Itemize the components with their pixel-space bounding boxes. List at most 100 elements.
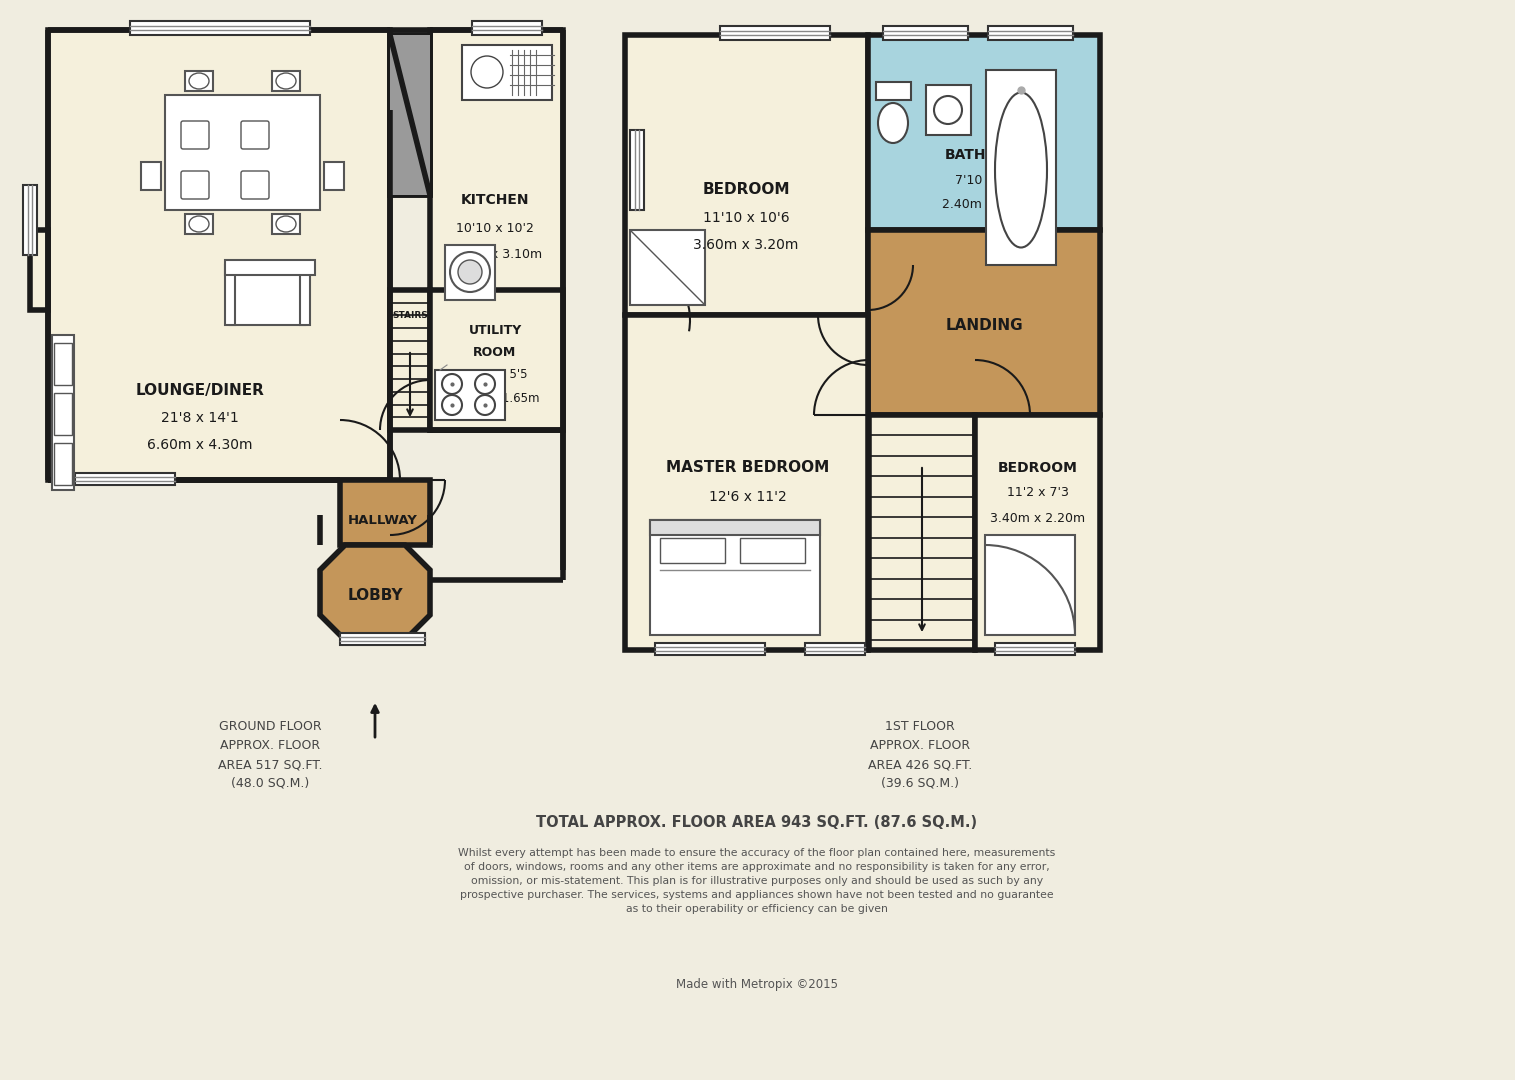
Bar xyxy=(473,21,542,35)
Text: BEDROOM: BEDROOM xyxy=(997,461,1077,475)
Bar xyxy=(804,643,865,654)
Bar xyxy=(720,26,830,40)
Bar xyxy=(76,473,176,485)
Ellipse shape xyxy=(995,93,1047,247)
Bar xyxy=(52,335,74,490)
Bar xyxy=(462,45,551,100)
Text: 3.60m x 3.20m: 3.60m x 3.20m xyxy=(694,238,798,252)
Text: 2.40m x 2.10m: 2.40m x 2.10m xyxy=(942,199,1038,212)
Bar xyxy=(141,162,161,190)
Circle shape xyxy=(450,252,489,292)
Bar xyxy=(55,443,73,485)
Bar xyxy=(300,265,311,325)
Text: 12'6 x 11'2: 12'6 x 11'2 xyxy=(709,490,786,504)
FancyBboxPatch shape xyxy=(241,121,270,149)
Bar xyxy=(273,71,300,91)
Bar xyxy=(165,95,320,210)
Text: BATHROOM: BATHROOM xyxy=(945,148,1035,162)
Bar xyxy=(883,26,968,40)
Text: 7'10 x 6'11: 7'10 x 6'11 xyxy=(954,174,1026,187)
Bar xyxy=(445,245,495,300)
Bar xyxy=(389,30,430,195)
Bar xyxy=(23,185,36,255)
Ellipse shape xyxy=(189,73,209,89)
Ellipse shape xyxy=(276,73,295,89)
Circle shape xyxy=(476,395,495,415)
Bar xyxy=(883,26,968,40)
Bar xyxy=(654,643,765,654)
Bar xyxy=(986,70,1056,265)
Bar xyxy=(230,265,305,325)
Text: 1ST FLOOR
APPROX. FLOOR
AREA 426 SQ.FT.
(39.6 SQ.M.): 1ST FLOOR APPROX. FLOOR AREA 426 SQ.FT. … xyxy=(868,720,973,789)
Bar xyxy=(430,291,564,430)
Text: LANDING: LANDING xyxy=(945,318,1023,333)
Bar xyxy=(739,538,804,563)
Circle shape xyxy=(476,374,495,394)
Text: ROOM: ROOM xyxy=(473,346,517,359)
Text: 10'10 x 5'5: 10'10 x 5'5 xyxy=(462,368,527,381)
Bar xyxy=(650,519,820,535)
Bar xyxy=(988,26,1073,40)
Bar xyxy=(339,633,426,645)
Bar xyxy=(630,130,644,210)
Polygon shape xyxy=(320,545,430,640)
Text: HALLWAY: HALLWAY xyxy=(348,513,418,526)
Bar xyxy=(650,519,820,635)
Circle shape xyxy=(458,260,482,284)
Text: GROUND FLOOR
APPROX. FLOOR
AREA 517 SQ.FT.
(48.0 SQ.M.): GROUND FLOOR APPROX. FLOOR AREA 517 SQ.F… xyxy=(218,720,323,789)
Bar xyxy=(226,260,315,275)
Bar xyxy=(273,214,300,234)
Circle shape xyxy=(442,395,462,415)
Polygon shape xyxy=(30,230,48,310)
Text: UTILITY: UTILITY xyxy=(468,324,521,337)
Bar xyxy=(389,35,430,165)
Text: MASTER BEDROOM: MASTER BEDROOM xyxy=(667,460,830,475)
Text: 6.60m x 4.30m: 6.60m x 4.30m xyxy=(147,438,253,453)
Text: 11'2 x 7'3: 11'2 x 7'3 xyxy=(1006,486,1068,499)
Text: Whilst every attempt has been made to ensure the accuracy of the floor plan cont: Whilst every attempt has been made to en… xyxy=(459,848,1056,914)
FancyBboxPatch shape xyxy=(241,171,270,199)
Circle shape xyxy=(471,56,503,87)
Bar xyxy=(389,291,430,430)
Bar xyxy=(339,633,426,645)
Text: 21'8 x 14'1: 21'8 x 14'1 xyxy=(161,411,239,426)
Bar xyxy=(23,185,36,255)
Text: 10'10 x 10'2: 10'10 x 10'2 xyxy=(456,221,533,234)
Bar xyxy=(868,230,1100,415)
Bar xyxy=(868,35,1100,230)
Polygon shape xyxy=(339,480,430,545)
Bar xyxy=(55,343,73,384)
Bar xyxy=(389,35,430,195)
Text: LOBBY: LOBBY xyxy=(347,589,403,604)
Bar xyxy=(55,393,73,435)
Text: 11'10 x 10'6: 11'10 x 10'6 xyxy=(703,211,789,225)
Bar xyxy=(630,230,704,305)
Bar xyxy=(324,162,344,190)
Bar xyxy=(435,370,504,420)
Text: TOTAL APPROX. FLOOR AREA 943 SQ.FT. (87.6 SQ.M.): TOTAL APPROX. FLOOR AREA 943 SQ.FT. (87.… xyxy=(536,815,977,831)
Bar xyxy=(988,26,1073,40)
FancyBboxPatch shape xyxy=(180,121,209,149)
Text: 3.30m x 1.65m: 3.30m x 1.65m xyxy=(450,391,539,405)
Text: 3.80m x 3.40m: 3.80m x 3.40m xyxy=(695,518,801,532)
Bar xyxy=(995,643,1076,654)
Bar xyxy=(976,415,1100,650)
Bar xyxy=(226,265,235,325)
Text: 3.40m x 2.20m: 3.40m x 2.20m xyxy=(989,512,1085,525)
Bar xyxy=(630,130,644,210)
Text: BEDROOM: BEDROOM xyxy=(703,183,789,198)
FancyBboxPatch shape xyxy=(180,171,209,199)
Ellipse shape xyxy=(879,103,907,143)
Text: STAIRS: STAIRS xyxy=(392,311,427,320)
Bar xyxy=(76,473,176,485)
Ellipse shape xyxy=(189,216,209,232)
Bar xyxy=(661,538,726,563)
Circle shape xyxy=(935,96,962,124)
Polygon shape xyxy=(48,30,389,480)
Bar xyxy=(185,214,214,234)
Bar xyxy=(626,35,868,315)
Bar xyxy=(804,643,865,654)
Polygon shape xyxy=(430,30,564,430)
Text: Made with Metropix ©2015: Made with Metropix ©2015 xyxy=(676,978,838,991)
Bar xyxy=(995,643,1076,654)
